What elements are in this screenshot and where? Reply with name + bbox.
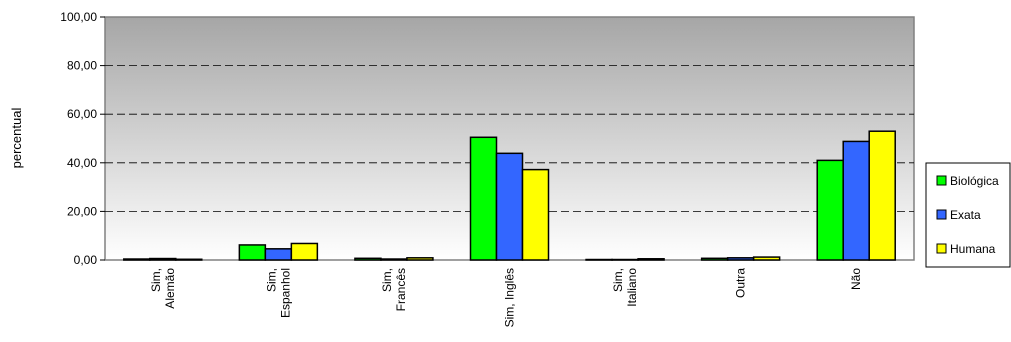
- x-tick-label-line: Não: [849, 268, 863, 290]
- legend-entry: Exata: [950, 208, 981, 222]
- y-tick-label: 100,00: [60, 10, 97, 24]
- bar: [238, 244, 267, 261]
- x-tick-label: Outra: [734, 268, 748, 298]
- y-tick-label: 40,00: [67, 156, 97, 170]
- legend: Biológica Exata Humana: [925, 162, 1011, 268]
- bar: [611, 258, 639, 261]
- bar: [816, 159, 844, 261]
- x-tick-label: Sim, Espanhol: [264, 268, 292, 318]
- bar: [726, 257, 755, 261]
- x-tick-label-line: Francês: [394, 268, 408, 311]
- x-tick-label-line: Sim,: [264, 268, 278, 292]
- y-tick-label: 0,00: [74, 253, 98, 267]
- bar: [264, 248, 293, 261]
- bar: [495, 152, 524, 261]
- y-tick-label: 80,00: [67, 59, 97, 73]
- bars: [123, 130, 896, 261]
- x-tick-label: Sim, Inglês: [503, 268, 517, 327]
- bar: [354, 257, 382, 261]
- x-tick-label-line: Sim,: [149, 268, 163, 292]
- y-tick-label: 20,00: [67, 204, 97, 218]
- x-tick-label-line: Italiano: [625, 268, 639, 307]
- bar: [149, 257, 177, 261]
- bar: [700, 257, 729, 261]
- bar: [123, 258, 151, 261]
- x-tick-label-line: Sim, Inglês: [503, 268, 517, 327]
- x-tick-label-line: Espanhol: [278, 268, 292, 318]
- bar: [469, 136, 498, 261]
- x-tick-label-line: Outra: [734, 268, 748, 298]
- legend-swatch: [936, 243, 947, 254]
- x-axis-ticks: Sim, Alemão Sim, Espanhol Sim, Francês Sim, In…: [149, 268, 863, 328]
- y-axis-title: percentual: [9, 108, 24, 169]
- legend-swatch: [936, 175, 947, 186]
- bar: [752, 256, 781, 261]
- gridlines: [105, 65, 914, 212]
- x-tick-label: Sim, Alemão: [149, 268, 177, 309]
- legend-entry: Humana: [950, 242, 996, 256]
- bar: [637, 258, 665, 261]
- x-tick-label-line: Alemão: [163, 268, 177, 309]
- y-axis-ticks: 0,00 20,00 40,00 60,00 80,00 100,00: [60, 10, 105, 267]
- x-tick-label: Sim, Italiano: [611, 268, 639, 307]
- bar: [380, 258, 408, 261]
- bar: [521, 168, 550, 261]
- legend-entry: Biológica: [950, 174, 999, 188]
- bar: [868, 130, 896, 261]
- bar: [842, 140, 870, 261]
- x-tick-label-line: Sim,: [611, 268, 625, 292]
- bar: [406, 257, 434, 261]
- x-tick-label: Não: [849, 268, 863, 290]
- bar: [290, 242, 319, 261]
- legend-swatch: [936, 209, 947, 220]
- x-tick-label: Sim, Francês: [380, 268, 408, 311]
- x-tick-label-line: Sim,: [380, 268, 394, 292]
- bar: [175, 258, 203, 261]
- y-tick-label: 60,00: [67, 107, 97, 121]
- bar: [585, 258, 613, 261]
